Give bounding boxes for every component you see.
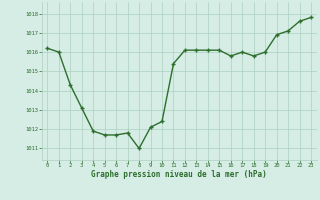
X-axis label: Graphe pression niveau de la mer (hPa): Graphe pression niveau de la mer (hPa) <box>91 170 267 179</box>
